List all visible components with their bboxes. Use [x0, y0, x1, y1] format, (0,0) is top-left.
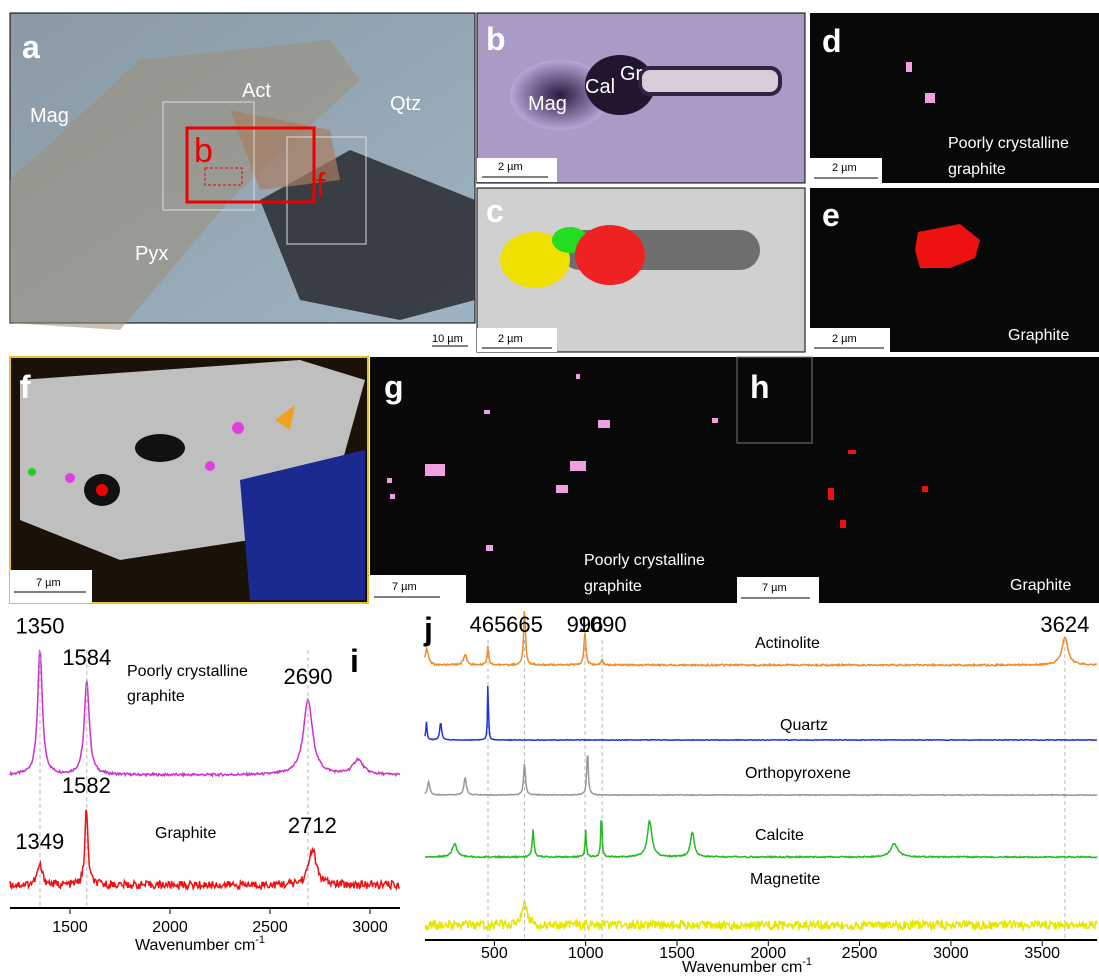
panel-c: c 2 µm — [476, 187, 806, 353]
x-tick-label: 2000 — [751, 945, 787, 962]
series-name: Magnetite — [750, 871, 820, 888]
series-name: Actinolite — [755, 635, 820, 652]
series-name: Calcite — [755, 827, 804, 844]
peak-label: 1090 — [578, 612, 627, 637]
panel-letter: a — [22, 29, 40, 65]
x-tick-label: 1500 — [659, 945, 695, 962]
caption: Poorly crystalline — [584, 552, 705, 569]
spectrum — [424, 685, 1098, 742]
spectrum — [9, 648, 401, 778]
peak-label: 665 — [506, 612, 543, 637]
spectrum — [424, 819, 1098, 859]
series-name: Poorly crystalline — [127, 663, 248, 680]
panel-letter: e — [822, 197, 840, 233]
panel-d: d Poorly crystalline graphite 2 µm — [810, 13, 1099, 184]
label: Act — [242, 80, 271, 102]
peak-label: 1582 — [62, 773, 111, 798]
peak-label: 1350 — [16, 614, 65, 639]
panel-letter: j — [423, 611, 433, 647]
panel-f: f 7 µm — [9, 356, 369, 604]
scale-bar: 2 µm — [498, 161, 523, 173]
panel-letter: h — [750, 369, 770, 405]
spectrum — [424, 611, 1098, 668]
x-tick-label: 3500 — [1024, 945, 1060, 962]
scale-bar: 7 µm — [392, 581, 417, 593]
panel-a: a Mag Act Qtz Pyx b f 10 µm — [9, 12, 476, 350]
peak-label: 1349 — [15, 829, 64, 854]
label: Mag — [528, 93, 567, 115]
x-tick-label: 3000 — [352, 919, 388, 936]
box-label: b — [194, 132, 213, 170]
peak-label: 3624 — [1040, 612, 1089, 637]
x-tick-label: 2500 — [842, 945, 878, 962]
caption: Graphite — [1010, 577, 1071, 594]
axis-label-sup: -1 — [802, 956, 812, 968]
x-tick-label: 1000 — [568, 945, 604, 962]
x-tick-label: 500 — [481, 945, 508, 962]
panel-g: g Poorly crystalline graphite 7 µm — [370, 357, 737, 603]
series-name: Graphite — [155, 825, 216, 842]
peak-label: 996 — [567, 612, 604, 637]
label: Cal — [585, 76, 615, 98]
panel-b: b Mag Cal Gr 2 µm — [476, 12, 806, 184]
panel-letter: g — [384, 369, 404, 405]
scale-bar: 10 µm — [432, 333, 463, 345]
caption: Graphite — [1008, 327, 1069, 344]
panel-letter: f — [20, 369, 31, 405]
panel-letter: i — [350, 643, 359, 679]
axis-label-sup: -1 — [255, 934, 265, 946]
scale-bar: 2 µm — [498, 333, 523, 345]
box-label: f — [316, 167, 326, 205]
label: Qtz — [390, 93, 421, 115]
panel-letter: d — [822, 23, 842, 59]
label: Gr — [620, 63, 643, 85]
caption: graphite — [584, 578, 642, 595]
x-tick-label: 2500 — [252, 919, 288, 936]
scale-bar: 7 µm — [762, 582, 787, 594]
scale-bar: 2 µm — [832, 162, 857, 174]
label: Pyx — [135, 243, 168, 265]
caption: Poorly crystalline — [948, 135, 1069, 152]
axis-label-text: Wavenumber cm — [682, 959, 802, 975]
spectrum — [424, 754, 1098, 797]
x-tick-label: 1500 — [52, 919, 88, 936]
series-name: Quartz — [780, 717, 828, 734]
x-tick-label: 3000 — [933, 945, 969, 962]
x-tick-label: 2000 — [152, 919, 188, 936]
peak-label: 465 — [470, 612, 507, 637]
panel-e: e Graphite 2 µm — [810, 188, 1099, 352]
series-name: Orthopyroxene — [745, 765, 851, 782]
axis-label-text: Wavenumber cm — [135, 937, 255, 954]
caption: graphite — [948, 161, 1006, 178]
spectrum — [424, 900, 1098, 933]
scale-bar: 2 µm — [832, 333, 857, 345]
panel-letter: c — [486, 193, 504, 229]
series-name: graphite — [127, 688, 185, 705]
panel-h: h Graphite 7 µm — [736, 356, 1099, 603]
panel-letter: b — [486, 21, 506, 57]
peak-label: 2712 — [288, 813, 337, 838]
spectrum — [9, 809, 401, 892]
label: Mag — [30, 105, 69, 127]
axis-label: Wavenumber cm-1 — [135, 934, 265, 954]
scale-bar: 7 µm — [36, 577, 61, 589]
axis-label: Wavenumber cm-1 — [682, 956, 812, 975]
